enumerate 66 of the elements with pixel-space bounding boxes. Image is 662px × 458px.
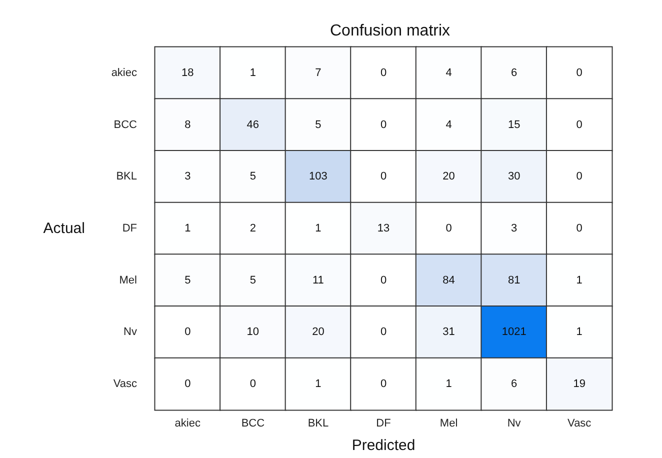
data-label: 84 [442,274,455,286]
data-label: 0 [576,118,582,131]
data-label: 5 [184,274,191,286]
data-label: 7 [315,66,322,79]
data-label: 4 [446,118,452,131]
data-label: 31 [442,326,455,338]
y-tick-label: BKL [116,170,137,183]
x-tick-label: Nv [507,418,522,430]
data-label: 0 [380,170,387,183]
data-label: 1 [576,326,582,338]
data-label: 4 [446,66,452,79]
data-label: 10 [246,326,260,338]
data-label: 3 [511,222,518,234]
y-tick-label: akiec [111,66,138,79]
data-label: 20 [312,326,324,338]
x-tick-label: DF [376,418,392,430]
data-label: 2 [250,222,256,234]
data-label: 0 [576,170,582,183]
data-label: 1 [446,378,452,390]
y-axis-title: Actual [43,220,85,237]
data-label: 6 [511,66,518,79]
data-label: 3 [184,170,191,183]
data-label: 81 [508,274,520,286]
data-label: 0 [184,378,191,390]
data-label: 20 [442,170,455,183]
x-tick-label: Mel [440,418,458,430]
data-label: 0 [380,326,387,338]
x-tick-label: akiec [174,418,201,430]
data-label: 1 [250,66,256,79]
data-label: 18 [182,66,194,79]
data-label: 19 [573,378,586,390]
data-label: 0 [250,378,256,390]
data-label: 5 [250,274,256,286]
data-label: 0 [380,66,387,79]
data-label: 0 [380,118,387,131]
data-label: 103 [309,170,328,183]
data-label: 1021 [502,326,526,338]
data-label: 1 [315,222,322,234]
y-tick-label: Vasc [113,378,138,390]
x-tick-label: BCC [241,418,265,430]
data-label: 0 [184,326,191,338]
chart-title: Confusion matrix [330,22,450,40]
data-label: 15 [508,118,520,131]
data-label: 13 [377,222,390,234]
data-label: 30 [508,170,520,183]
data-label: 1 [315,378,322,390]
data-label: 0 [380,274,387,286]
y-tick-label: Mel [119,274,137,286]
y-tick-label: DF [122,222,138,234]
data-label: 5 [315,118,322,131]
data-label: 6 [511,378,518,390]
y-tick-label: Nv [124,326,138,338]
data-label: 0 [446,222,452,234]
data-label: 46 [246,118,260,131]
x-axis-title: Predicted [352,437,416,454]
data-label: 0 [576,222,582,234]
y-tick-label: BCC [114,118,138,131]
data-label: 1 [576,274,582,286]
data-label: 1 [184,222,191,234]
data-label: 8 [184,118,191,131]
data-label: 0 [576,66,582,79]
data-label: 5 [250,170,256,183]
data-label: 11 [312,274,324,286]
data-label: 0 [380,378,387,390]
x-tick-label: Vasc [568,418,592,430]
x-tick-label: BKL [308,418,329,430]
